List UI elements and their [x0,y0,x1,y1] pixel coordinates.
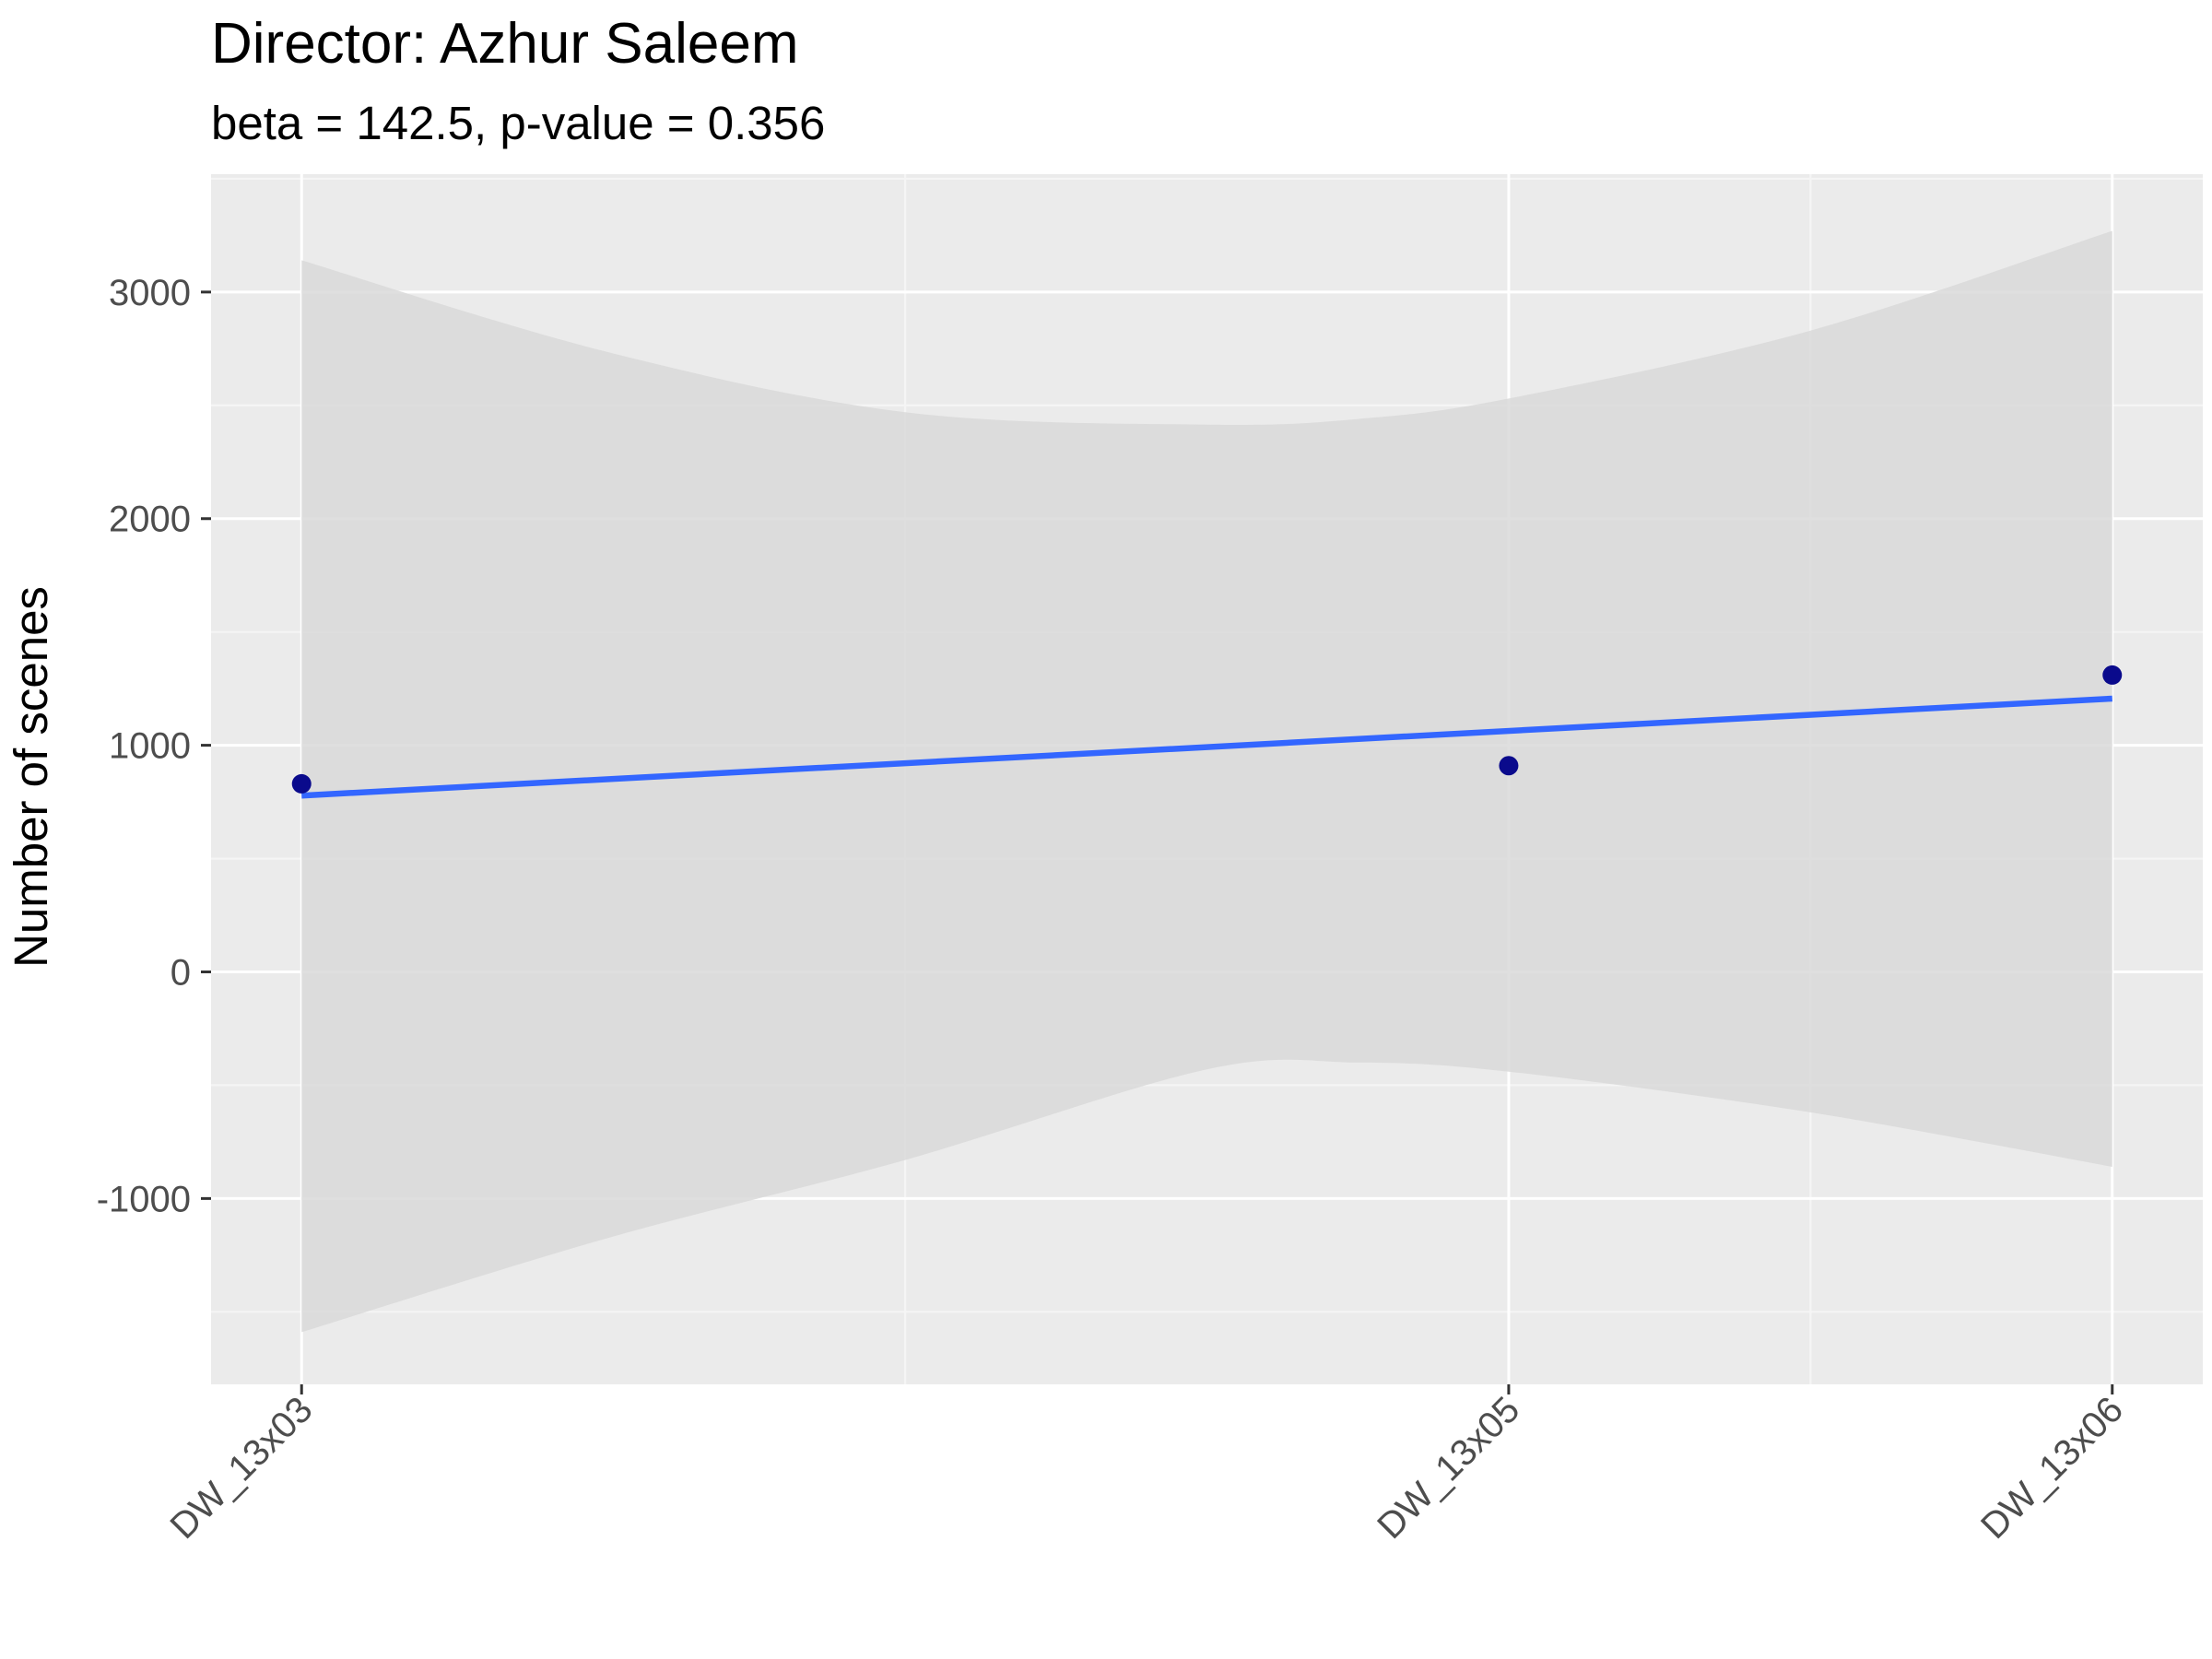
data-point [1499,756,1519,776]
y-tick-label: 1000 [109,726,191,767]
y-tick-label: 3000 [109,273,191,313]
data-point [2102,665,2123,685]
chart-subtitle: beta = 142.5, p-value = 0.356 [211,97,825,149]
y-axis-label: Number of scenes [5,586,57,968]
data-point [291,773,312,794]
y-tick-label: 0 [171,952,191,993]
y-tick-label: 2000 [109,500,191,540]
data-points [291,665,2123,794]
y-axis: -1000 0 1000 2000 3000 [97,273,211,1219]
x-tick-label: DW_13x06 [1973,1389,2131,1547]
y-tick-label: -1000 [97,1179,191,1219]
chart-title: Director: Azhur Saleem [211,12,798,76]
x-tick-label: DW_13x05 [1370,1389,1527,1547]
regression-line [301,695,2112,799]
x-axis: DW_13x03 DW_13x05 DW_13x06 [163,1384,2131,1547]
confidence-band [301,230,2112,1333]
x-tick-label: DW_13x03 [163,1389,321,1547]
